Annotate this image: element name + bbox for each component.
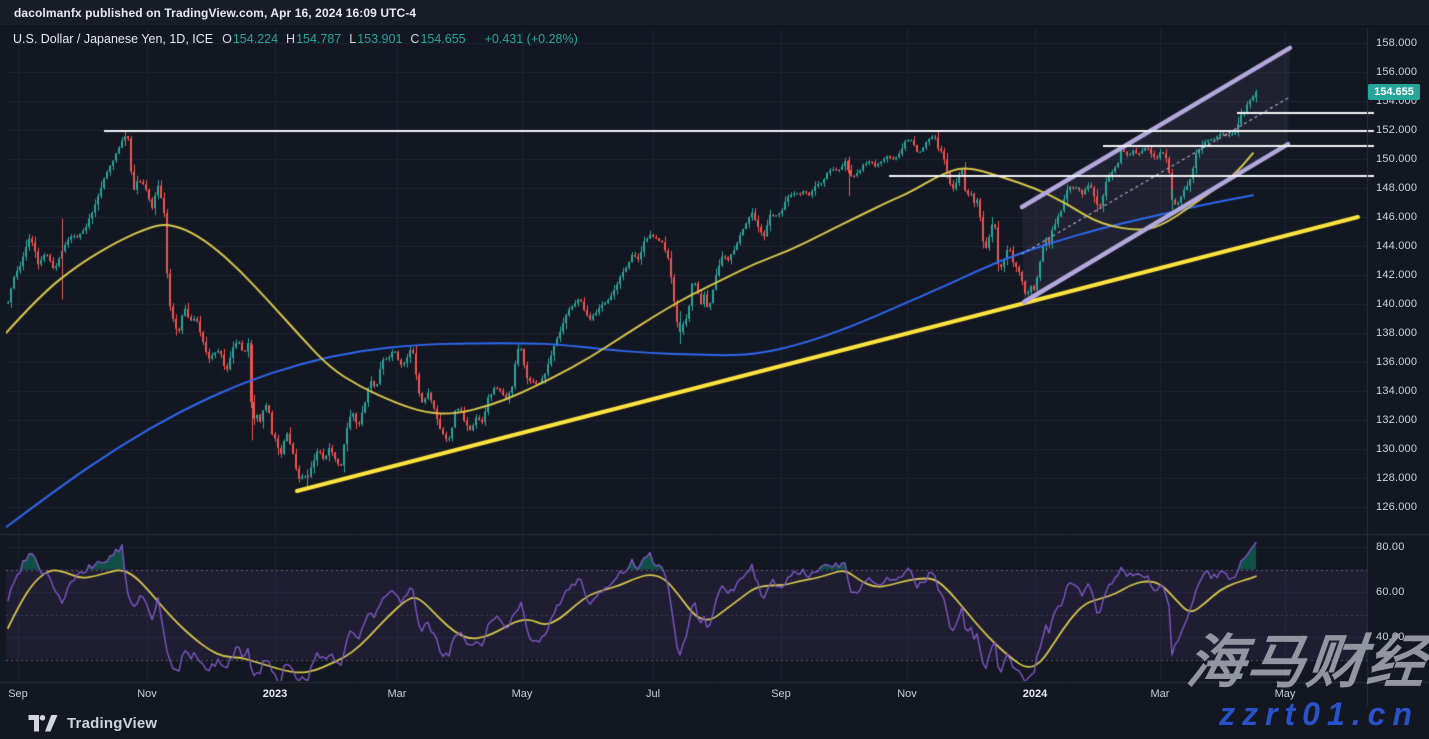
price-axis-label: 144.000	[1376, 240, 1418, 252]
rsi-axis-label: 80.00	[1376, 541, 1405, 553]
price-axis-label: 148.000	[1376, 182, 1418, 194]
price-axis-label: 136.000	[1376, 356, 1418, 368]
price-change: +0.431 (+0.28%)	[484, 32, 578, 46]
rsi-axis-label: 60.00	[1376, 586, 1405, 598]
price-axis-label: 128.000	[1376, 472, 1418, 484]
price-axis-label: 150.000	[1376, 153, 1418, 165]
symbol-title[interactable]: U.S. Dollar / Japanese Yen, 1D, ICE	[13, 32, 214, 46]
price-axis-label: 134.000	[1376, 385, 1418, 397]
ohlc-item: O154.224	[222, 32, 279, 46]
chart-legend: U.S. Dollar / Japanese Yen, 1D, ICE O154…	[13, 31, 578, 47]
time-axis-label: Sep	[771, 688, 791, 700]
time-axis-label: Mar	[1150, 688, 1170, 700]
publish-info-text: dacolmanfx published on TradingView.com,…	[14, 6, 417, 20]
price-axis-label: 146.000	[1376, 211, 1418, 223]
price-axis-label: 152.000	[1376, 124, 1418, 136]
time-axis-label: Sep	[8, 688, 28, 700]
publish-info-bar: dacolmanfx published on TradingView.com,…	[0, 0, 1429, 27]
price-axis-label: 138.000	[1376, 327, 1418, 339]
ohlc-item: L153.901	[349, 32, 403, 46]
last-price-value: 154.655	[1374, 85, 1414, 98]
time-axis-label: May	[1274, 688, 1296, 700]
price-axis-label: 140.000	[1376, 298, 1418, 310]
time-axis-label: Mar	[387, 688, 407, 700]
time-axis-label: Nov	[137, 688, 157, 700]
ohlc-values: O154.224 H154.787 L153.901 C154.655	[222, 32, 474, 46]
ohlc-item: C154.655	[410, 32, 466, 46]
price-axis-label: 156.000	[1376, 66, 1418, 78]
time-axis-label: 2023	[262, 688, 288, 700]
price-axis-label: 158.000	[1376, 37, 1418, 49]
time-axis-label: May	[511, 688, 533, 700]
rsi-axis-label: 40.00	[1376, 631, 1405, 643]
price-axis-label: 130.000	[1376, 443, 1418, 455]
price-axis-label: 142.000	[1376, 269, 1418, 281]
last-price-badge: 154.655	[1368, 83, 1420, 100]
time-axis-label: 2024	[1022, 688, 1048, 700]
time-axis-label: Nov	[897, 688, 917, 700]
price-axis-label: 132.000	[1376, 414, 1418, 426]
tradingview-logo-icon[interactable]	[28, 714, 58, 732]
tradingview-brand[interactable]: TradingView	[67, 714, 158, 732]
time-axis-label: Jul	[645, 688, 661, 700]
footer-bar: TradingView	[0, 707, 1429, 739]
price-axis-label: 126.000	[1376, 501, 1418, 513]
ohlc-item: H154.787	[286, 32, 342, 46]
